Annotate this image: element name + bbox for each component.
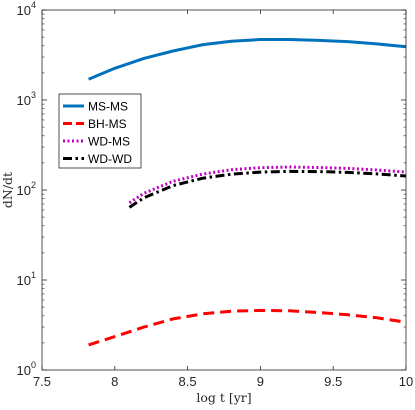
legend-box <box>58 93 142 169</box>
legend-label-wd-ms: WD-MS <box>88 135 130 149</box>
series-line-bh-ms <box>88 308 407 347</box>
tick-layer: 7.5 8 8.5 9 9.5 10 100 101 102 103 104 <box>17 0 414 389</box>
y-tick-label: 104 <box>17 0 36 18</box>
x-axis-label: log t [yr] <box>196 390 251 405</box>
series-line-ms-ms <box>88 38 407 81</box>
x-tick-label: 9.5 <box>324 374 342 389</box>
series-line-wd-wd <box>128 169 407 209</box>
y-tick-label: 102 <box>17 180 36 198</box>
y-tick-label: 101 <box>17 270 36 288</box>
legend-label-wd-wd: WD-WD <box>88 152 132 166</box>
y-axis-label: dN/dt <box>0 172 15 208</box>
series-layer <box>88 38 407 347</box>
plot-frame <box>41 9 407 371</box>
series-line-wd-ms <box>128 165 407 205</box>
y-tick-label: 103 <box>17 90 36 108</box>
x-tick-label: 7.5 <box>33 374 51 389</box>
legend: MS-MS BH-MS WD-MS WD-WD <box>58 93 142 169</box>
x-tick-label: 10 <box>399 374 413 389</box>
legend-label-bh-ms: BH-MS <box>88 117 127 131</box>
x-tick-label: 9 <box>257 374 264 389</box>
x-tick-label: 8 <box>111 374 118 389</box>
x-tick-label: 8.5 <box>179 374 197 389</box>
legend-label-ms-ms: MS-MS <box>88 100 128 114</box>
y-tick-label: 100 <box>17 360 36 378</box>
